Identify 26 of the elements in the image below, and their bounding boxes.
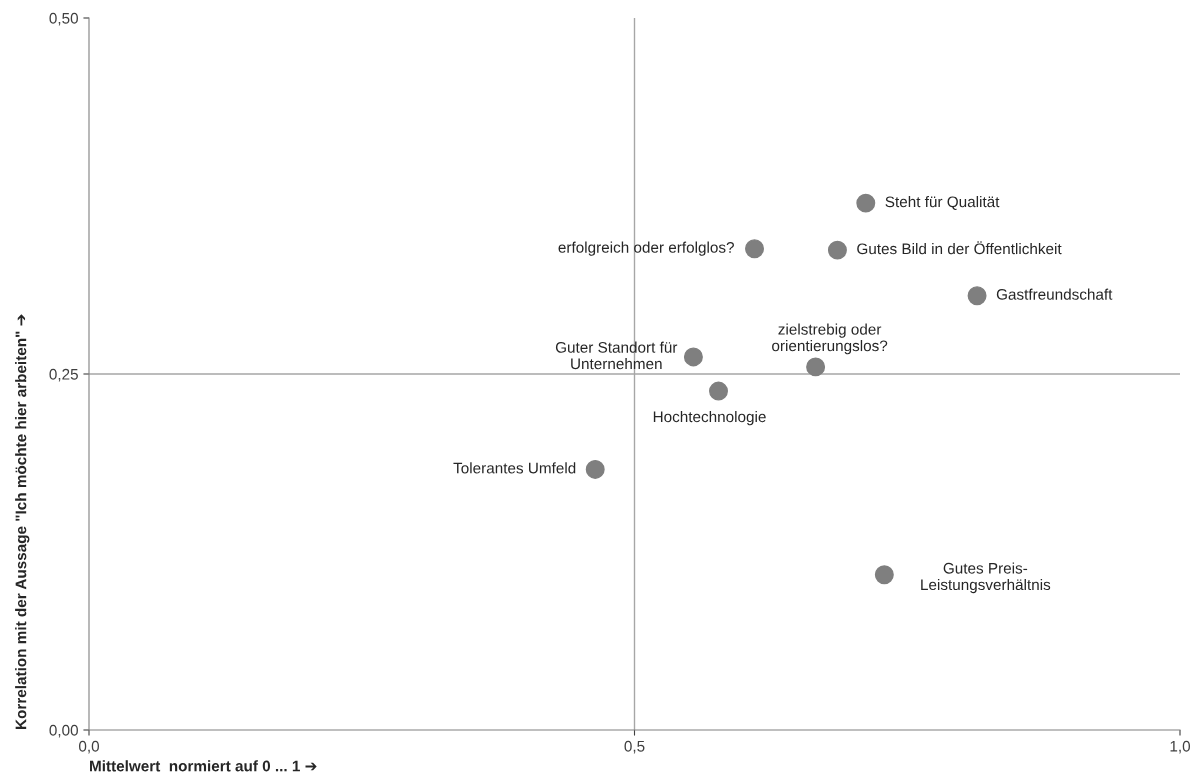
point xyxy=(709,381,728,401)
annotation: Hochtechnologie xyxy=(653,410,766,426)
point xyxy=(967,286,987,306)
annotation: erfolgreich oder erfolglos? xyxy=(558,241,734,256)
point xyxy=(585,459,605,479)
annotation: Gutes Preis- Leistungsverhältnis xyxy=(921,562,1051,594)
x-tick-label: 0,5 xyxy=(624,740,645,754)
annotation: Steht für Qualität xyxy=(885,196,1000,210)
point xyxy=(683,347,703,367)
y-tick-label: 0,50 xyxy=(49,12,78,26)
y-axis-title: Korrelation mit der Aussage "Ich möchte hier arbeiten" ➔ xyxy=(15,314,30,729)
annotation: Gutes Bild in der Öffentlichkeit xyxy=(857,241,1062,255)
annotation: zielstrebig oder orientierungslos? xyxy=(772,323,888,355)
x-tick-label: 0,0 xyxy=(78,740,100,754)
y-tick-label: 0,25 xyxy=(49,368,78,382)
y-tick-label: 0,00 xyxy=(49,724,78,738)
x-tick-label: 1,0 xyxy=(1170,740,1191,754)
annotation: Tolerantes Umfeld xyxy=(453,462,576,474)
point xyxy=(874,565,894,585)
annotation: Guter Standort für Unternehmen xyxy=(555,341,678,370)
x-axis-title: Mittelwert normiert auf 0 ... 1 ➔ xyxy=(90,760,317,772)
annotation: Gastfreundschaft xyxy=(996,288,1113,300)
point xyxy=(745,239,764,259)
point xyxy=(856,193,876,213)
point xyxy=(806,357,826,377)
point xyxy=(827,240,847,260)
